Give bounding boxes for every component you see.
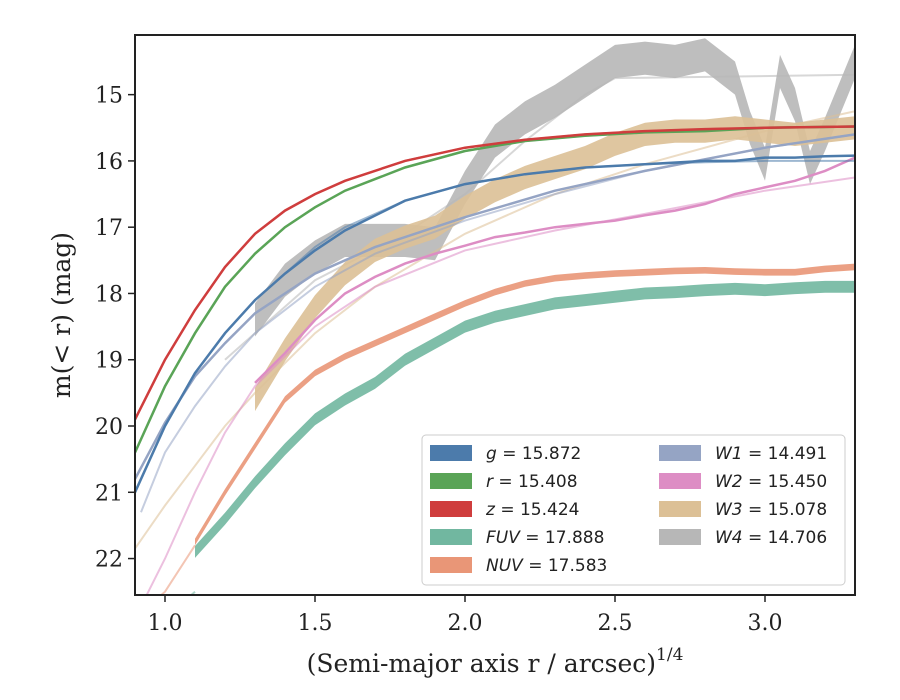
series-w2-model-line [145, 176, 855, 595]
series-w3-model-line [135, 110, 855, 550]
legend-swatch-nuv [430, 557, 472, 573]
legend-label-w3: W3 = 15.078 [715, 500, 827, 520]
x-tick-label: 3.0 [748, 611, 783, 636]
y-tick-label: 20 [95, 415, 123, 440]
series-nuv-model-line [159, 544, 196, 595]
x-axis-title-text: (Semi-major axis r / arcsec) [307, 649, 656, 678]
legend-swatch-g [430, 445, 472, 461]
legend: g = 15.872 r = 15.408 z = 15.424 FUV = 17.8… [421, 434, 846, 586]
series-layer [135, 38, 855, 595]
legend-swatch-fuv [430, 529, 472, 545]
series-r-line [135, 125, 855, 454]
y-tick-label: 17 [95, 216, 123, 241]
legend-label-w2: W2 = 15.450 [715, 472, 827, 492]
series-g-line [135, 154, 855, 493]
y-axis-title: m(< r) (mag) [47, 232, 76, 398]
x-tick-label: 2.0 [448, 611, 483, 636]
x-tick-label: 2.5 [598, 611, 633, 636]
legend-swatch-w1 [659, 445, 701, 461]
series-z-line [135, 125, 855, 420]
series-w4-band [255, 38, 855, 337]
legend-swatch-r [430, 473, 472, 489]
x-tick-label: 1.5 [298, 611, 333, 636]
y-tick-label: 22 [95, 548, 123, 573]
series-w2-line [254, 156, 855, 384]
legend-swatch-w4 [659, 529, 701, 545]
legend-label-w4: W4 = 14.706 [715, 528, 827, 548]
legend-swatch-z [430, 501, 472, 517]
legend-label-g: g = 15.872 [486, 444, 581, 464]
legend-box [421, 434, 846, 586]
series-w3-band [255, 116, 855, 412]
legend-label-nuv: NUV = 17.583 [486, 556, 607, 576]
y-tick-label: 15 [95, 84, 123, 109]
plot-frame [134, 34, 856, 596]
legend-label-w1: W1 = 14.491 [715, 444, 827, 464]
y-tick-label: 18 [95, 282, 123, 307]
y-axis: 15 16 17 18 19 20 21 22 [95, 84, 135, 573]
y-tick-label: 19 [95, 349, 123, 374]
legend-label-r: r = 15.408 [486, 472, 578, 492]
y-tick-label: 16 [95, 150, 123, 175]
x-axis: 1.0 1.5 2.0 2.5 3.0 [148, 595, 783, 636]
legend-swatch-w2 [659, 473, 701, 489]
legend-label-z: z = 15.424 [485, 500, 579, 520]
legend-label-fuv: FUV = 17.888 [486, 528, 604, 548]
x-axis-title-exponent: 1/4 [656, 645, 683, 665]
x-tick-label: 1.0 [148, 611, 183, 636]
legend-swatch-w3 [659, 501, 701, 517]
y-tick-label: 21 [95, 481, 123, 506]
x-axis-title: (Semi-major axis r / arcsec)1/4 [307, 645, 684, 678]
